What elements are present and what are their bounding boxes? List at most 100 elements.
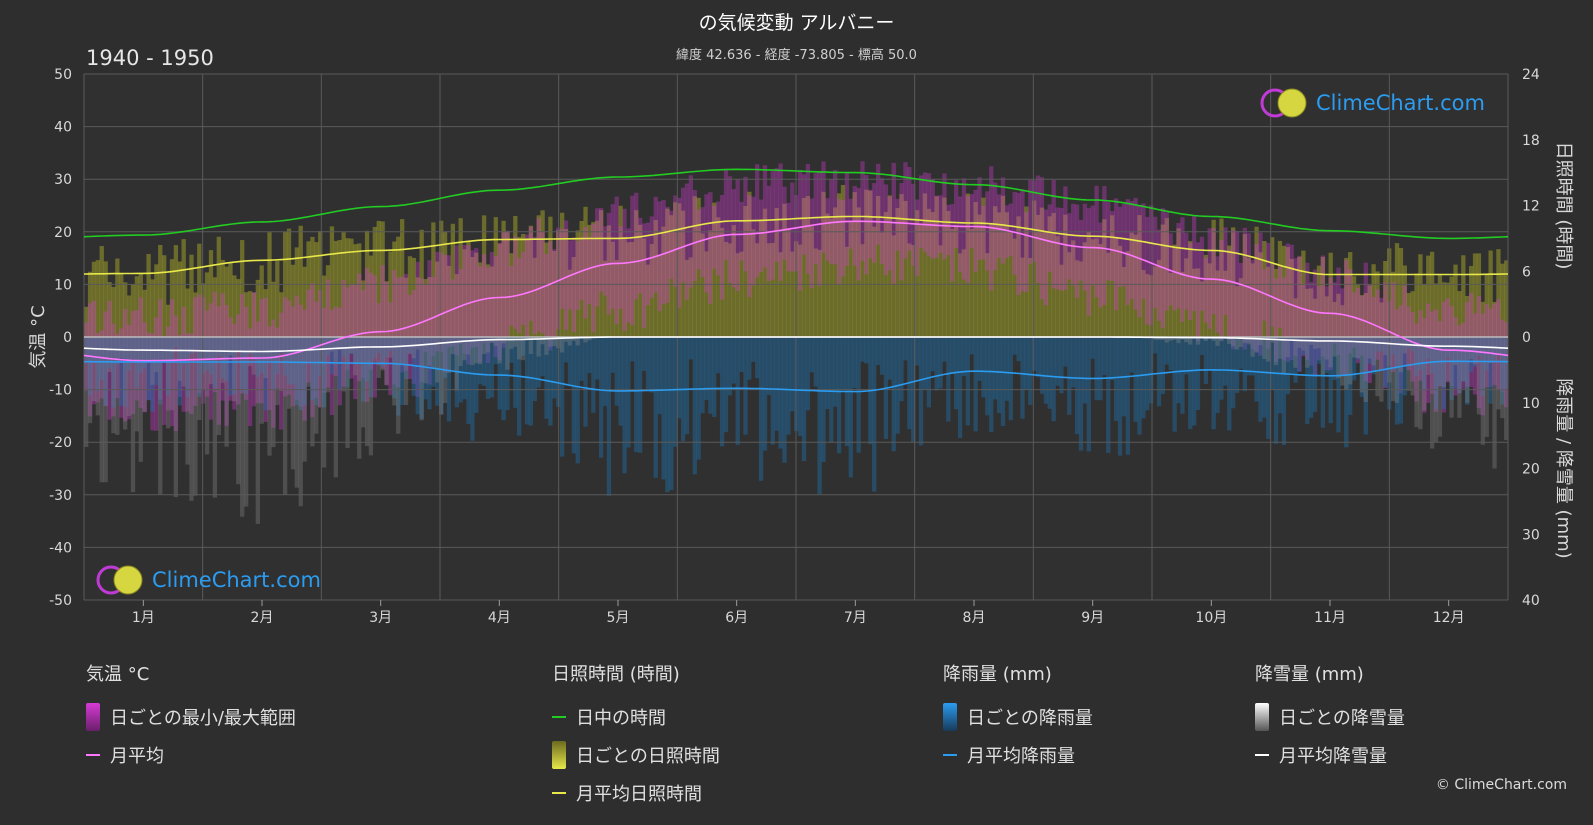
- logo-top[interactable]: ClimeChart.com: [1258, 86, 1485, 120]
- rain-bar: [493, 337, 498, 365]
- rain-bar: [637, 337, 643, 453]
- temp-range-bar: [887, 196, 892, 271]
- rain-bar: [887, 337, 892, 380]
- y-tick-label-temp: -50: [49, 593, 72, 609]
- snow-bar: [216, 337, 221, 436]
- sunshine-bar: [957, 253, 963, 337]
- temp-range-bar: [766, 185, 772, 282]
- rain-bar: [571, 337, 576, 454]
- rain-bar: [458, 337, 463, 403]
- temp-range-bar: [758, 199, 764, 273]
- temp-range-bar: [1250, 259, 1255, 350]
- sunshine-bar: [376, 220, 381, 337]
- sunshine-bar: [774, 207, 779, 337]
- snow-bar: [1336, 337, 1341, 379]
- sunshine-bar: [688, 257, 694, 337]
- y-axis-title-hours: 日照時間 (時間): [1553, 142, 1574, 270]
- snow-bar: [1398, 337, 1404, 373]
- temp-range-bar: [985, 191, 990, 271]
- y-tick-label-temp: 50: [54, 67, 72, 83]
- sunshine-bar: [1484, 273, 1489, 337]
- temp-range-bar: [669, 210, 674, 280]
- rain-bar: [688, 337, 694, 360]
- snow-bar: [1231, 337, 1236, 347]
- temp-range-bar: [349, 284, 354, 379]
- snow-bar: [1172, 337, 1177, 340]
- rain-bar: [813, 337, 818, 387]
- rain-bar: [1180, 337, 1185, 414]
- sunshine-bar: [212, 277, 218, 337]
- snow-bar: [1254, 337, 1259, 352]
- sunshine-bar: [1141, 270, 1146, 337]
- rain-bar: [891, 337, 896, 452]
- rain-bar: [1371, 337, 1376, 375]
- snow-bar: [1468, 337, 1474, 360]
- rain-bar: [922, 337, 928, 390]
- sunshine-bar: [271, 281, 276, 337]
- snow-bar: [1328, 337, 1333, 368]
- temp-range-bar: [848, 198, 853, 249]
- snow-bar: [446, 337, 452, 373]
- climechart-logo-icon: [96, 565, 143, 595]
- temp-range-bar: [641, 223, 647, 328]
- snow-mean-line: [83, 336, 1509, 353]
- snow-bar: [548, 337, 553, 347]
- snow-swatch: [1255, 703, 1269, 731]
- rain-bar: [1195, 337, 1201, 411]
- legend-item: 月平均降雪量: [1255, 736, 1405, 774]
- sunshine-bar: [1102, 219, 1107, 337]
- rain-bar: [1078, 337, 1084, 451]
- rain-bar: [1390, 337, 1396, 355]
- rain-bar: [1277, 337, 1283, 414]
- legend-label: 日中の時間: [576, 708, 666, 729]
- sunshine-bar: [950, 228, 955, 337]
- temp-range-bar: [626, 228, 631, 323]
- rain-swatch: [943, 703, 957, 731]
- snow-bar: [1227, 337, 1232, 344]
- sunshine-bar: [1433, 283, 1439, 337]
- sunshine-bar: [762, 208, 768, 337]
- snow-bar: [400, 337, 405, 366]
- temp-range-bar: [306, 289, 311, 383]
- snow-bar: [1476, 337, 1482, 415]
- sunshine-bar: [595, 220, 600, 337]
- sunshine-bar: [1188, 241, 1193, 337]
- sunshine-bar: [1098, 244, 1103, 337]
- sunshine-bar: [485, 264, 491, 337]
- temp-range-bar: [1480, 313, 1485, 416]
- legend-item: 月平均日照時間: [552, 774, 720, 812]
- temp-range-bar: [520, 251, 526, 325]
- rain-bar: [138, 337, 143, 373]
- snow-bar: [1465, 337, 1470, 403]
- temp-range-bar: [321, 307, 327, 393]
- snow-bar: [540, 337, 545, 345]
- sunshine-bar: [782, 203, 787, 337]
- temp-range-bar: [739, 201, 744, 261]
- snow-bar: [165, 337, 171, 429]
- rain-bar: [333, 337, 338, 362]
- sunshine-bar: [583, 206, 588, 337]
- snow-bar: [1340, 337, 1345, 386]
- rain-bar: [727, 337, 733, 396]
- y-tick-label-precip: 40: [1522, 593, 1540, 609]
- temp-range-bar: [162, 336, 167, 425]
- snow-bar: [1394, 337, 1400, 403]
- rain-bar: [240, 337, 245, 392]
- snow-bar: [1406, 337, 1411, 391]
- snow-bar: [197, 337, 202, 420]
- rain-bar: [1398, 337, 1404, 424]
- temp-range-bar: [177, 334, 182, 397]
- snow-bar: [520, 337, 526, 361]
- temp-range-bar: [1277, 266, 1283, 329]
- temp-range-bar: [497, 243, 502, 361]
- temp-range-bar: [563, 220, 569, 330]
- sunshine-bar: [162, 255, 167, 337]
- sunshine-bar: [634, 210, 639, 337]
- rain-bar: [501, 337, 506, 421]
- sunshine-bar: [415, 277, 420, 337]
- sunshine-bar: [1355, 284, 1361, 337]
- sunshine-bar: [403, 277, 409, 337]
- rain-bar: [419, 337, 424, 419]
- rain-bar: [1012, 337, 1017, 355]
- logo-bottom[interactable]: ClimeChart.com: [94, 563, 321, 597]
